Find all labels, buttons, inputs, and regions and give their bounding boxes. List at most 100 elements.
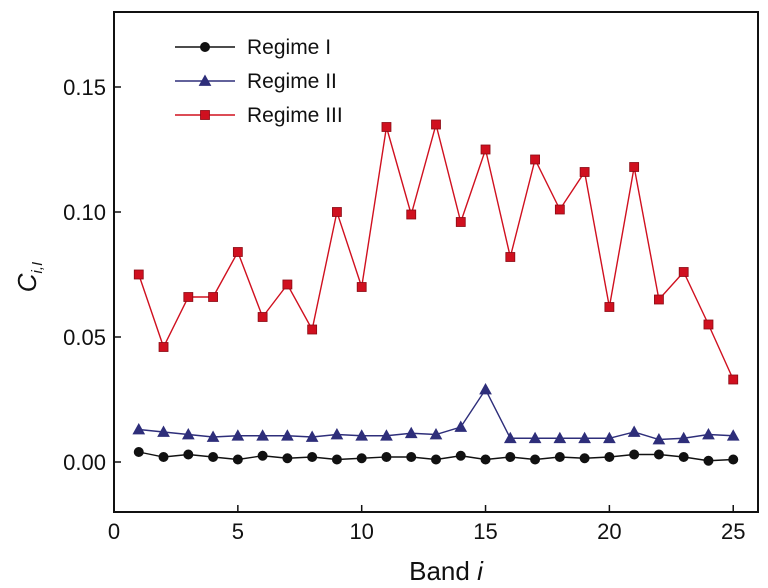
data-point xyxy=(728,454,739,465)
data-point xyxy=(256,429,269,441)
data-point xyxy=(579,167,590,177)
data-point xyxy=(257,450,268,461)
data-point xyxy=(530,454,541,465)
data-point xyxy=(231,429,245,441)
data-point xyxy=(553,431,567,444)
data-point xyxy=(232,247,243,257)
data-point xyxy=(454,420,468,432)
data-point xyxy=(356,453,367,464)
x-tick-label: 25 xyxy=(721,519,745,544)
legend-label: Regime II xyxy=(247,70,337,93)
data-point xyxy=(455,217,466,227)
legend-label: Regime I xyxy=(247,36,331,59)
y-tick-label: 0.15 xyxy=(63,75,106,100)
y-axis-title: Ci,I xyxy=(12,262,46,292)
data-point xyxy=(381,122,392,132)
data-point xyxy=(431,119,441,130)
data-point xyxy=(282,453,293,464)
data-point xyxy=(356,282,367,292)
legend-label: Regime III xyxy=(247,104,343,127)
data-point xyxy=(431,454,441,465)
data-point xyxy=(282,279,293,290)
data-point xyxy=(503,431,517,444)
data-point xyxy=(652,432,666,445)
y-tick-label: 0.10 xyxy=(63,200,106,225)
data-point xyxy=(703,319,714,330)
data-point xyxy=(678,452,689,462)
data-point xyxy=(332,207,342,217)
data-point xyxy=(208,452,219,462)
x-tick-label: 10 xyxy=(349,519,373,544)
data-point xyxy=(406,209,417,220)
data-point xyxy=(554,452,565,462)
y-tick-label: 0.05 xyxy=(63,325,106,350)
data-point xyxy=(480,454,491,465)
legend: Regime I Regime II Regime III xyxy=(175,36,343,127)
data-point xyxy=(530,154,540,165)
data-point xyxy=(132,422,146,435)
data-point xyxy=(331,454,342,465)
data-point xyxy=(158,342,169,352)
data-point xyxy=(183,449,194,460)
data-point xyxy=(627,425,641,437)
data-point xyxy=(629,449,640,460)
data-point xyxy=(703,455,714,466)
plot-area-border xyxy=(113,11,759,513)
data-point xyxy=(480,144,491,155)
data-point xyxy=(702,427,715,440)
data-point xyxy=(181,427,195,440)
data-point xyxy=(728,374,739,385)
data-point xyxy=(183,292,194,302)
y-tick-label: 0.00 xyxy=(63,450,106,475)
series-2 xyxy=(132,382,740,445)
data-point xyxy=(604,302,615,312)
series-1 xyxy=(133,447,739,466)
data-point xyxy=(578,431,591,444)
data-point xyxy=(726,429,740,441)
data-point xyxy=(381,452,392,462)
data-point xyxy=(355,429,369,441)
legend-marker xyxy=(200,110,210,120)
data-point xyxy=(307,452,318,462)
legend-item: Regime II xyxy=(175,70,337,93)
data-point xyxy=(404,426,418,439)
data-point xyxy=(579,453,590,464)
data-point xyxy=(677,431,691,444)
data-point xyxy=(629,162,640,172)
series-group xyxy=(132,119,740,466)
data-point xyxy=(305,430,319,442)
series-line xyxy=(138,121,734,380)
data-point xyxy=(429,427,443,440)
plot-frame xyxy=(113,11,759,513)
data-point xyxy=(281,429,294,441)
data-point xyxy=(307,324,318,335)
data-point xyxy=(133,269,144,280)
data-point xyxy=(330,427,344,440)
data-point xyxy=(257,312,268,322)
data-point xyxy=(479,382,492,395)
data-point xyxy=(380,429,393,441)
data-point xyxy=(455,450,466,461)
data-point xyxy=(604,452,615,462)
data-point xyxy=(603,431,616,444)
data-point xyxy=(654,294,664,305)
data-point xyxy=(505,252,516,262)
data-point xyxy=(406,452,417,462)
data-point xyxy=(505,452,516,462)
legend-marker xyxy=(200,42,210,52)
x-tick-label: 20 xyxy=(597,519,621,544)
data-point xyxy=(653,449,664,460)
series-3 xyxy=(133,119,739,385)
data-point xyxy=(678,267,689,277)
legend-marker xyxy=(198,74,212,86)
legend-item: Regime III xyxy=(175,104,343,127)
data-point xyxy=(232,454,243,465)
x-axis-title: Band i xyxy=(409,556,484,586)
x-tick-label: 0 xyxy=(108,519,120,544)
data-point xyxy=(208,292,218,302)
data-point xyxy=(158,452,169,462)
legend-item: Regime I xyxy=(175,36,331,59)
data-point xyxy=(157,425,170,437)
x-tick-label: 15 xyxy=(473,519,497,544)
axis-ticks: 0 5 10 15 20 25 0.00 0.05 0.10 0.15 xyxy=(63,75,745,544)
